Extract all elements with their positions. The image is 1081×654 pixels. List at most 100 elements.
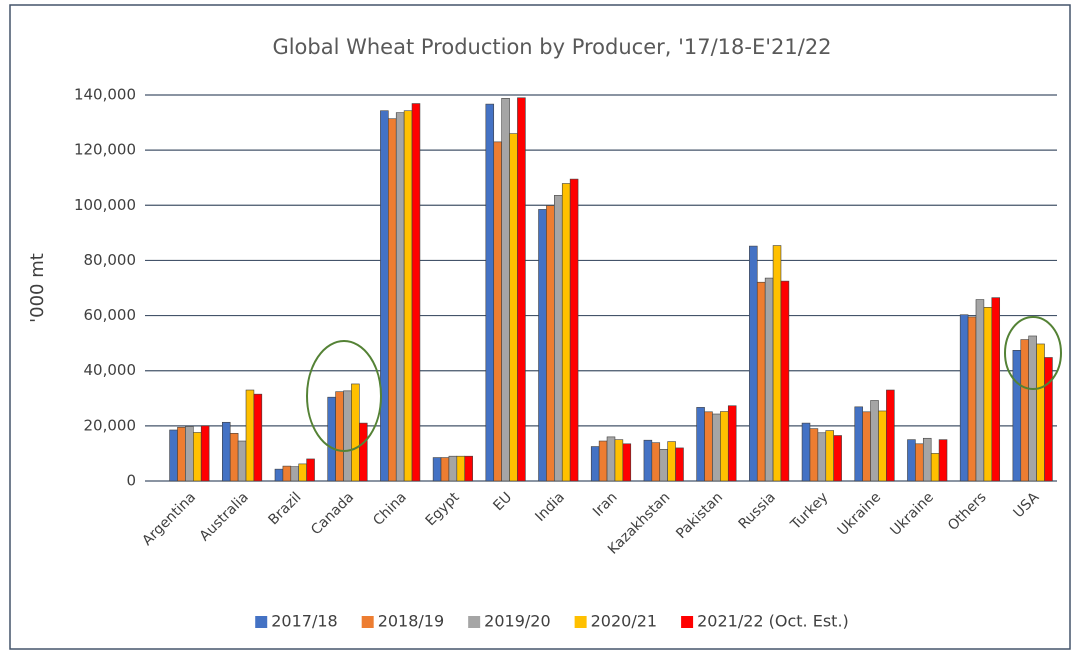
bar — [388, 118, 397, 482]
y-tick-label: 120,000 — [74, 141, 136, 159]
highlight-ellipse — [306, 340, 382, 452]
y-tick-label: 20,000 — [84, 416, 137, 434]
bar — [854, 406, 863, 482]
bar — [169, 429, 178, 482]
bar — [817, 432, 827, 482]
bar — [306, 458, 315, 482]
bar — [712, 413, 721, 482]
bar — [878, 410, 887, 482]
bar — [561, 183, 571, 482]
bar — [351, 383, 360, 482]
bar — [1044, 357, 1053, 482]
bar — [809, 428, 819, 482]
legend-label: 2019/20 — [484, 612, 550, 631]
bar — [359, 422, 368, 482]
bar — [229, 433, 239, 482]
bar — [517, 97, 526, 482]
bar — [221, 421, 231, 482]
bar — [200, 425, 210, 482]
bar — [493, 141, 502, 482]
bar — [967, 316, 977, 482]
bar — [282, 465, 292, 482]
bar — [448, 455, 458, 482]
bar — [237, 440, 247, 482]
bar — [606, 436, 616, 482]
bar — [590, 446, 600, 482]
bar — [833, 435, 842, 482]
bar — [432, 457, 442, 482]
bar — [554, 195, 563, 482]
bar — [395, 112, 405, 482]
bar — [253, 393, 263, 482]
legend-swatch — [681, 616, 694, 628]
bar — [380, 110, 389, 482]
bar — [756, 281, 766, 482]
bar — [1036, 343, 1045, 482]
bar — [772, 245, 782, 482]
legend-swatch — [468, 616, 481, 628]
bar — [403, 110, 413, 482]
bar — [485, 103, 495, 482]
bar — [991, 297, 1001, 482]
bar — [983, 306, 993, 482]
legend-label: 2020/21 — [591, 612, 657, 631]
bar — [720, 411, 729, 482]
bar — [298, 463, 307, 482]
y-tick-label: 100,000 — [74, 196, 136, 214]
legend-label: 2017/18 — [271, 612, 337, 631]
bar — [651, 442, 661, 482]
bar — [907, 439, 916, 482]
bar — [801, 422, 811, 482]
y-tick-label: 0 — [126, 472, 136, 490]
bar — [440, 457, 450, 482]
bar — [749, 245, 758, 482]
bar — [922, 437, 932, 482]
bar — [245, 389, 255, 482]
bar — [862, 411, 871, 482]
bar — [704, 411, 713, 482]
bar — [886, 389, 895, 482]
bar — [764, 277, 774, 482]
bar — [569, 178, 579, 482]
legend-label: 2018/19 — [378, 612, 444, 631]
bar — [598, 440, 608, 482]
legend-swatch — [574, 616, 587, 628]
bar — [622, 443, 632, 482]
y-tick-label: 140,000 — [74, 86, 136, 104]
y-tick-label: 60,000 — [84, 306, 137, 324]
legend-swatch — [361, 616, 374, 628]
bar — [343, 390, 352, 482]
bar — [193, 432, 202, 482]
bar — [727, 405, 737, 482]
bar — [501, 98, 510, 482]
bar — [1020, 339, 1029, 482]
bar — [930, 453, 940, 482]
highlight-ellipse — [1004, 316, 1062, 390]
bar — [509, 133, 518, 482]
bar — [546, 205, 555, 482]
y-tick-label: 40,000 — [84, 361, 137, 379]
legend-label: 2021/22 (Oct. Est.) — [697, 612, 849, 631]
bar — [177, 426, 186, 482]
bar — [274, 468, 284, 482]
bar — [959, 314, 969, 482]
bar — [327, 396, 336, 482]
bar — [696, 407, 705, 482]
bar — [675, 447, 684, 482]
bar — [780, 280, 790, 482]
bar — [456, 455, 466, 482]
bar — [1012, 350, 1022, 482]
bar — [411, 103, 421, 482]
chart-title: Global Wheat Production by Producer, '17… — [272, 35, 831, 59]
y-axis-label: '000 mt — [27, 253, 48, 323]
bar — [335, 391, 344, 482]
bar — [870, 400, 879, 482]
bar — [290, 466, 300, 482]
bar — [975, 299, 985, 482]
legend: 2017/18 2018/19 2019/20 2020/21 2021/22 (Oct… — [255, 612, 849, 631]
bar — [643, 439, 653, 482]
bar — [915, 443, 924, 482]
bar — [659, 448, 668, 482]
bar — [825, 430, 834, 482]
